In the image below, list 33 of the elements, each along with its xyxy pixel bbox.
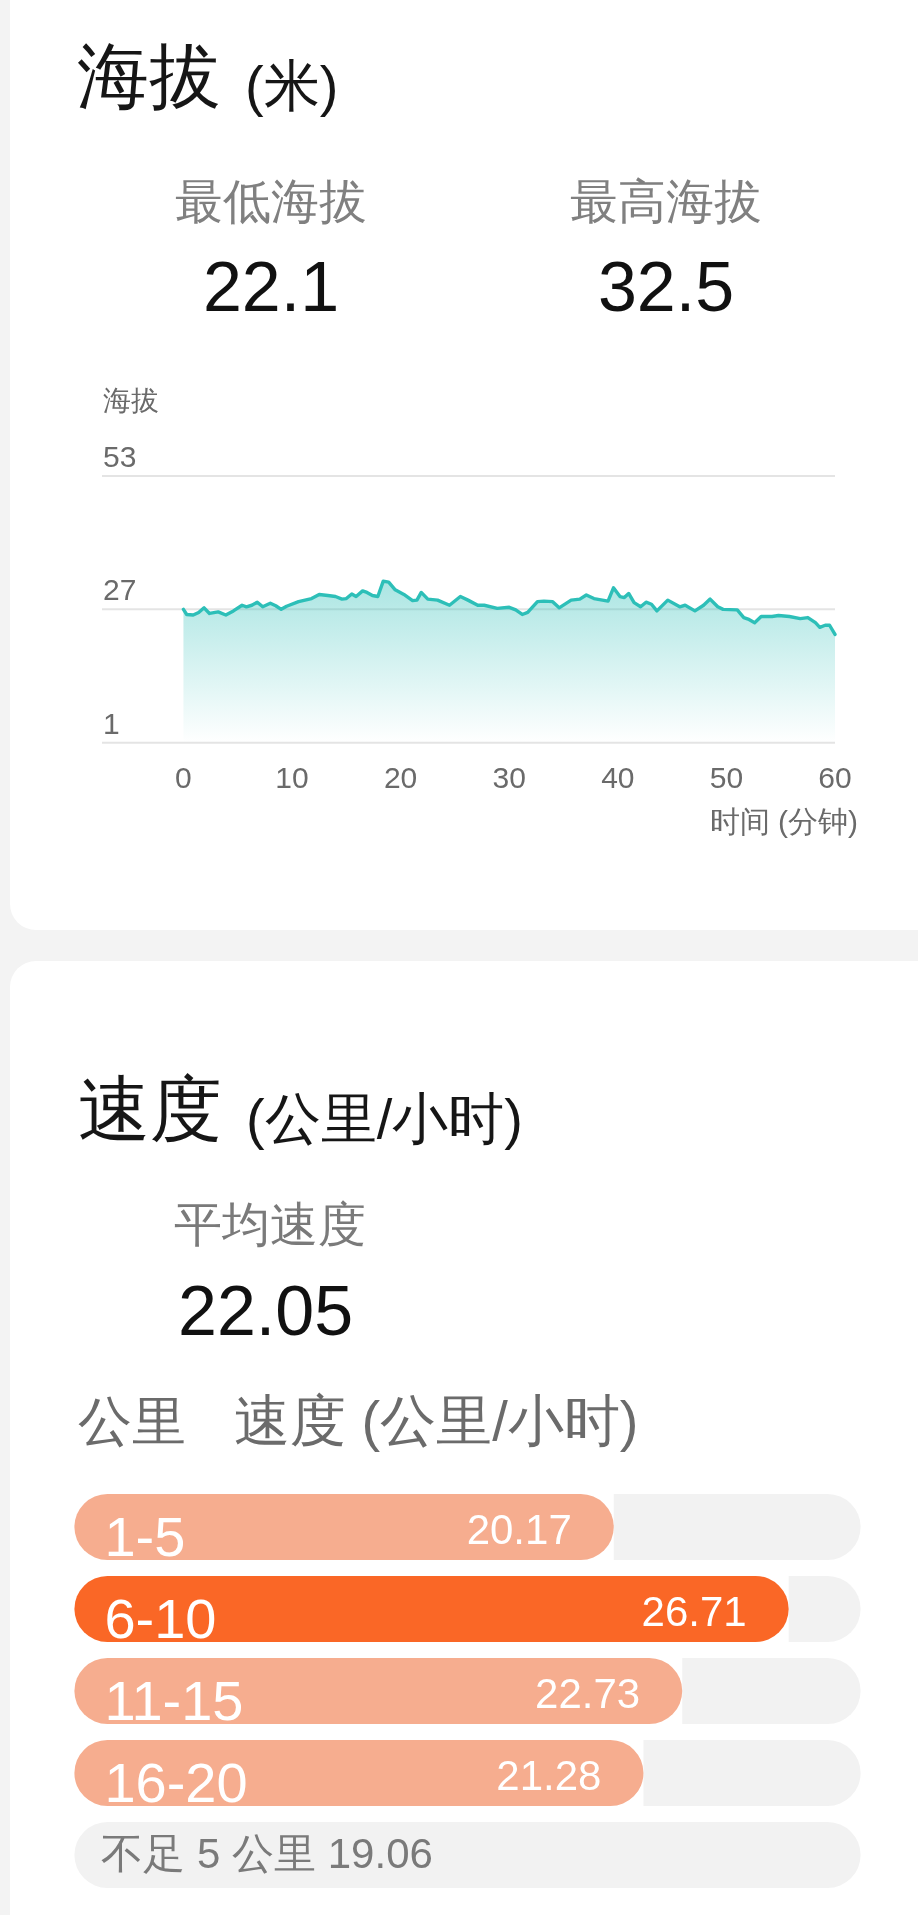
category: 16-20 bbox=[104, 1751, 248, 1814]
ytick: 27 bbox=[103, 573, 137, 607]
annotation: 最高海拔 bbox=[570, 175, 762, 228]
annotation: 平均速度 bbox=[174, 1198, 366, 1251]
ylabel: 海拔 bbox=[103, 385, 159, 416]
data-label: 21.28 bbox=[496, 1752, 602, 1799]
title: 速度 bbox=[78, 1069, 222, 1149]
data-label: 22.73 bbox=[535, 1670, 641, 1717]
xlabel: 速度 (公里/小时) bbox=[234, 1389, 639, 1452]
xtick: 50 bbox=[709, 761, 744, 794]
xtick: 20 bbox=[383, 761, 418, 794]
ylabel: 公里 bbox=[78, 1391, 186, 1451]
annotation: 32.5 bbox=[597, 248, 735, 326]
xtick: 0 bbox=[175, 761, 192, 794]
annotation: 最低海拔 bbox=[175, 175, 367, 228]
ytick: 1 bbox=[103, 706, 120, 740]
category: 1-5 bbox=[104, 1505, 186, 1568]
xlabel: 时间 (分钟) bbox=[709, 805, 858, 838]
annotation: 不足 5 公里 19.06 bbox=[101, 1830, 433, 1877]
data-label: 26.71 bbox=[641, 1588, 747, 1635]
xtick: 40 bbox=[601, 761, 635, 794]
data-label: 20.17 bbox=[466, 1506, 572, 1553]
category: 11-15 bbox=[104, 1669, 244, 1732]
subtitle: (公里/小时) bbox=[246, 1087, 523, 1150]
subtitle: (米) bbox=[245, 54, 339, 117]
title: 海拔 bbox=[77, 36, 221, 116]
annotation: 22.1 bbox=[202, 248, 340, 326]
xtick: 60 bbox=[818, 761, 852, 794]
xtick: 30 bbox=[492, 761, 526, 794]
annotation: 22.05 bbox=[178, 1272, 354, 1350]
ytick: 53 bbox=[103, 440, 137, 473]
xtick: 10 bbox=[275, 761, 309, 794]
category: 6-10 bbox=[104, 1587, 217, 1650]
